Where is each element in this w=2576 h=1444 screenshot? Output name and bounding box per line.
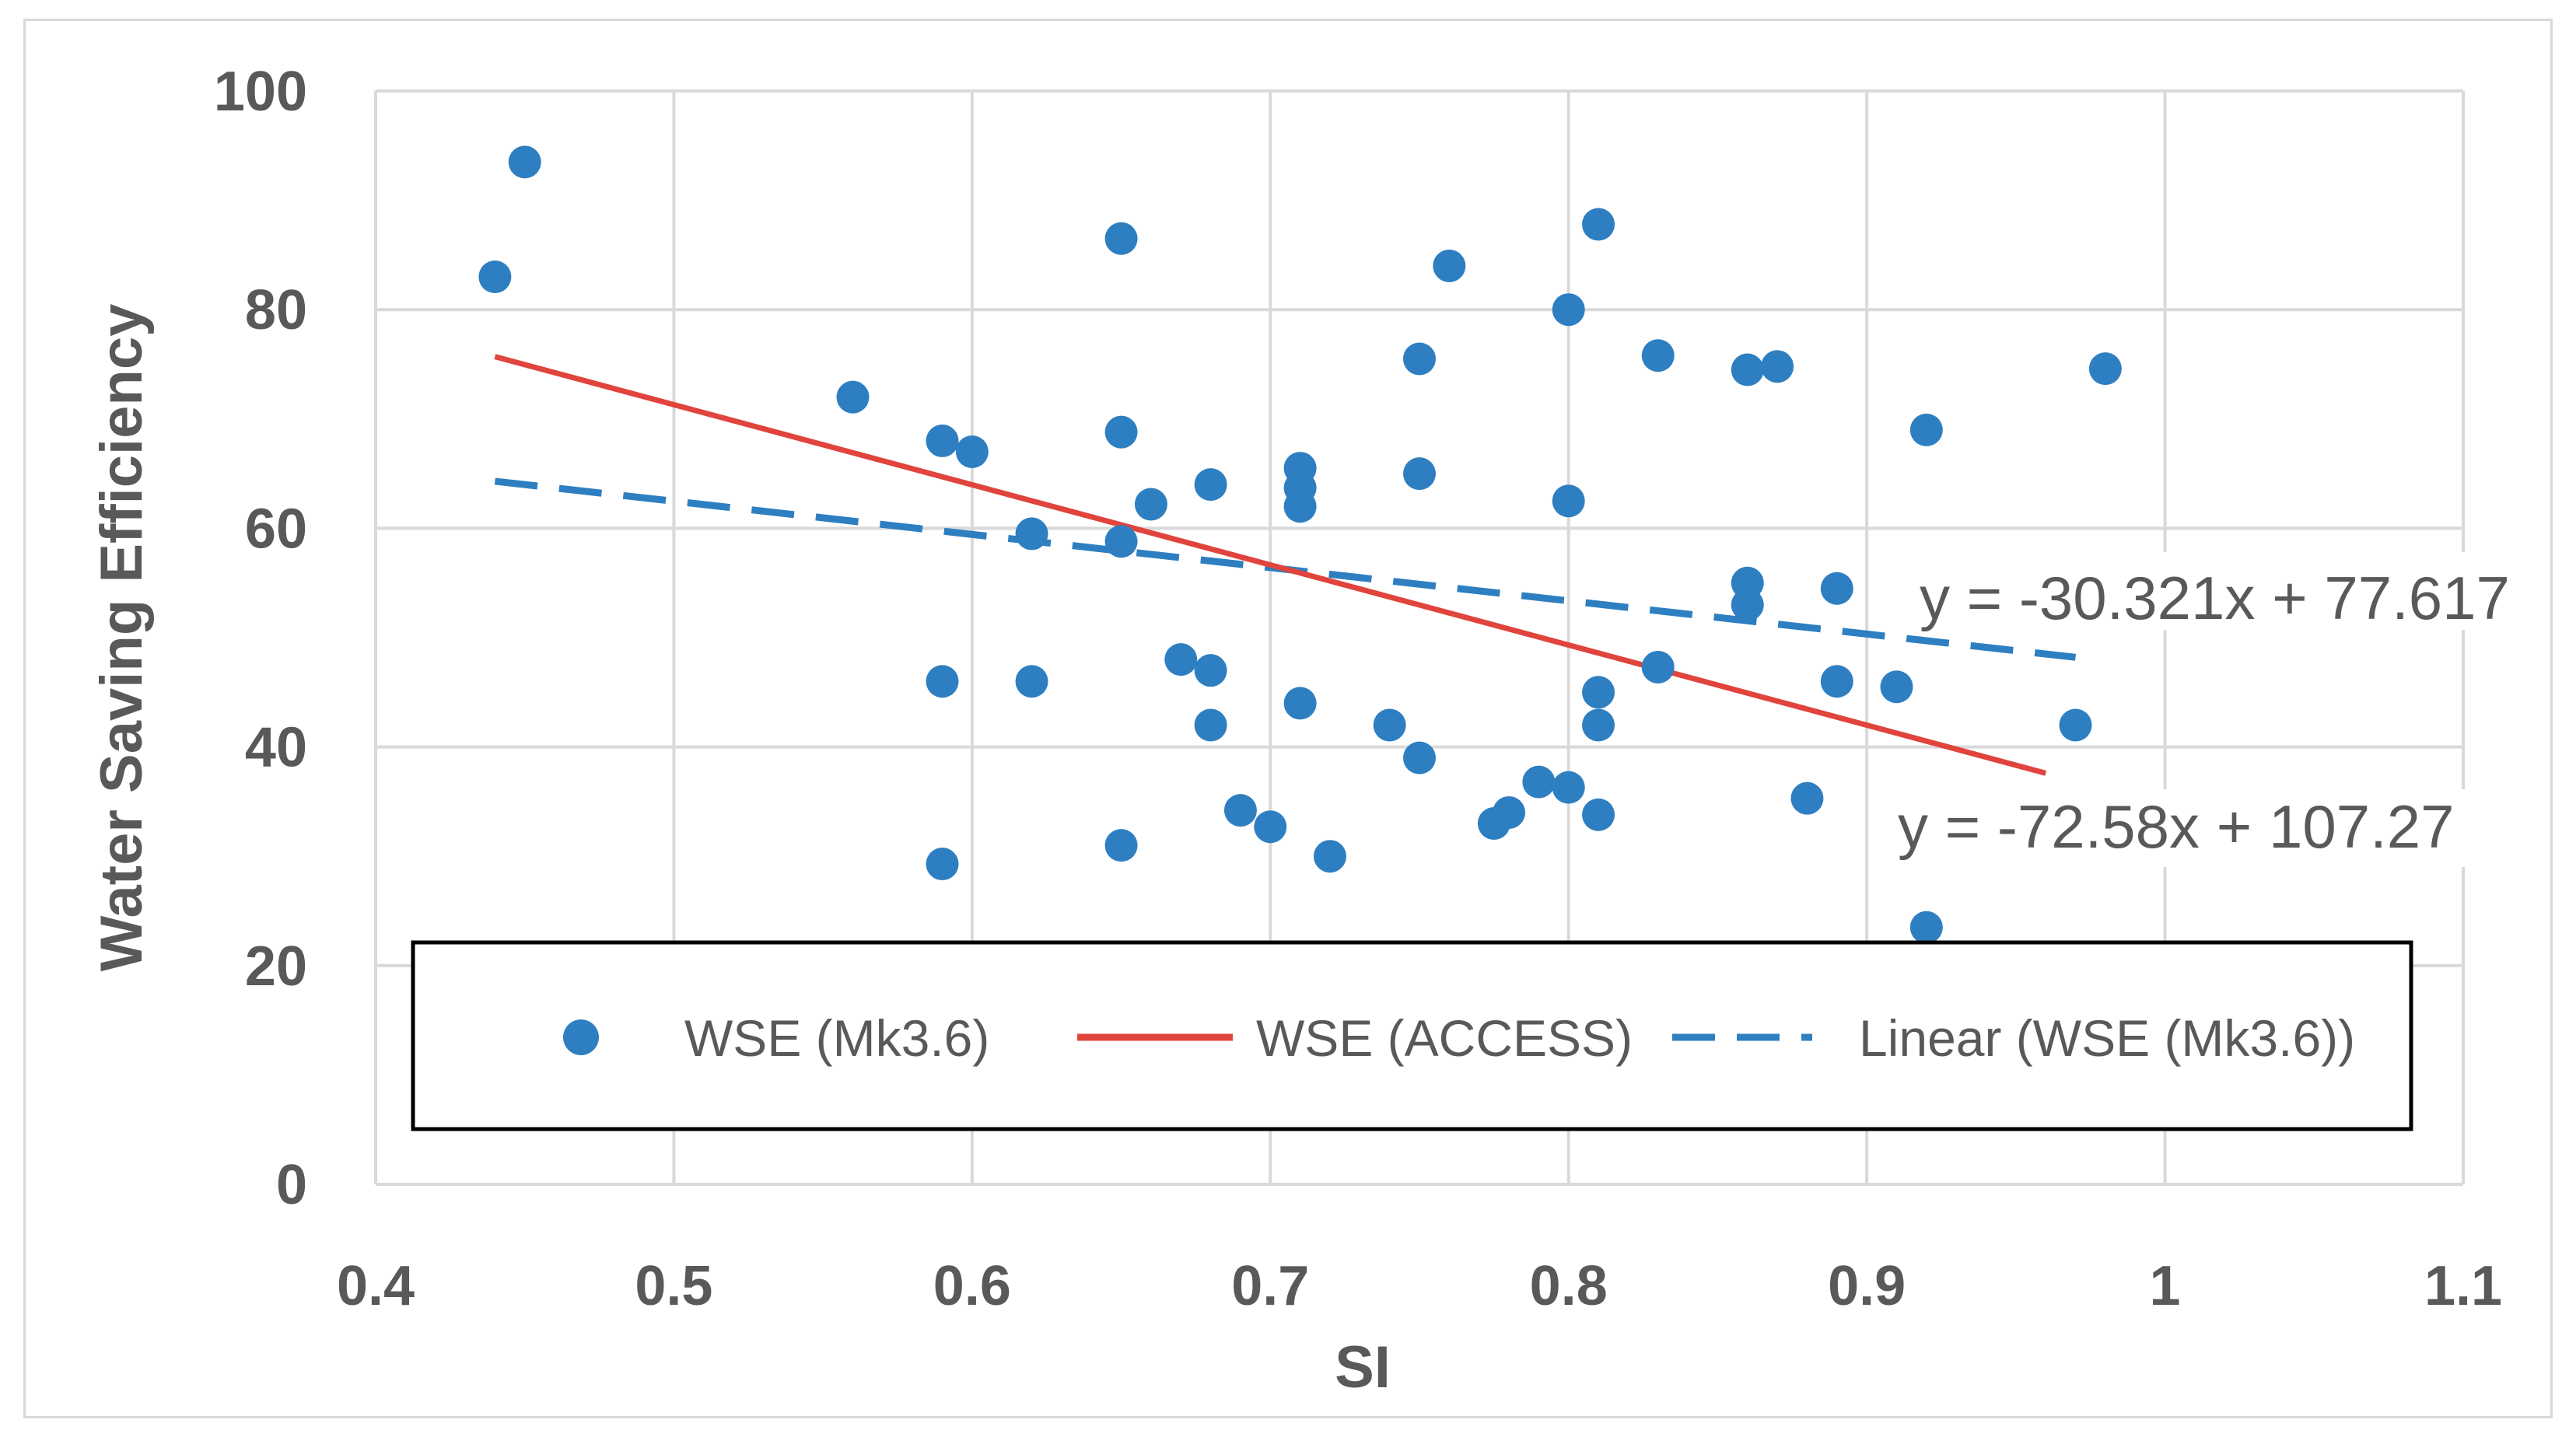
data-point <box>955 435 989 468</box>
data-point <box>1641 650 1675 684</box>
data-point <box>1909 413 1943 446</box>
data-point <box>1104 222 1138 255</box>
data-point <box>1820 665 1853 698</box>
data-point <box>1582 208 1615 241</box>
data-point <box>1761 350 1794 383</box>
data-point <box>1403 741 1436 774</box>
legend-box <box>411 940 2413 1131</box>
data-point <box>1582 676 1615 709</box>
legend: WSE (Mk3.6) WSE (ACCESS) Linear (WSE (Mk… <box>411 940 2413 1131</box>
data-point <box>1641 339 1675 372</box>
data-point <box>1104 525 1138 558</box>
x-tick-label: 0.8 <box>1530 1255 1608 1317</box>
x-tick-label: 0.5 <box>635 1255 712 1317</box>
data-point <box>926 665 959 698</box>
legend-label-linear: Linear (WSE (Mk3.6)) <box>1859 1009 2355 1067</box>
data-point <box>1403 342 1436 376</box>
data-point <box>478 260 512 294</box>
data-point <box>1493 795 1526 829</box>
data-point <box>1403 457 1436 491</box>
y-tick-label: 100 <box>214 61 307 123</box>
x-tick-label: 0.9 <box>1828 1255 1906 1317</box>
y-tick-label: 60 <box>245 498 307 560</box>
data-point <box>1552 484 1585 518</box>
legend-label-mk36: WSE (Mk3.6) <box>684 1009 989 1067</box>
eq1-background <box>1898 552 2520 630</box>
trendlines <box>494 354 2077 776</box>
data-point <box>2059 708 2092 742</box>
y-tick-label: 20 <box>245 935 307 998</box>
line-access <box>494 354 2047 776</box>
data-point <box>1731 353 1764 386</box>
data-point <box>1283 687 1317 720</box>
equation-access: y = -72.58x + 107.27 <box>1898 792 2455 861</box>
data-point <box>1790 781 1824 815</box>
data-points <box>478 145 2122 944</box>
data-point <box>926 424 959 457</box>
x-tick-label: 0.6 <box>933 1255 1011 1317</box>
data-point <box>1909 911 1943 944</box>
data-point <box>1820 572 1853 605</box>
data-point <box>1582 708 1615 742</box>
x-tick-label: 1.1 <box>2424 1255 2502 1317</box>
y-axis-title: Water Saving Efficiency <box>89 304 155 972</box>
data-point <box>508 145 541 179</box>
data-point <box>926 848 959 881</box>
data-point <box>1194 654 1227 687</box>
legend-label-access: WSE (ACCESS) <box>1256 1009 1633 1067</box>
x-tick-label: 0.4 <box>337 1255 415 1317</box>
y-tick-label: 80 <box>245 279 307 341</box>
x-tick-label: 1 <box>2150 1255 2181 1317</box>
data-point <box>1134 488 1167 521</box>
data-point <box>1015 517 1048 551</box>
legend-marker-scatter <box>563 1019 599 1055</box>
data-point <box>1313 840 1346 873</box>
data-point <box>1880 670 1913 704</box>
y-tick-label: 40 <box>245 717 307 779</box>
axis-ticks: 0.4 0.5 0.6 0.7 0.8 0.9 1 1.1 0 20 40 60 80 100 <box>214 61 2502 1317</box>
eq2-background <box>1882 789 2504 867</box>
data-point <box>1522 765 1556 799</box>
data-point <box>1164 643 1198 677</box>
data-point <box>1433 249 1466 282</box>
data-point <box>836 380 870 414</box>
data-point <box>1552 771 1585 804</box>
data-point <box>1283 490 1317 523</box>
data-point <box>1104 415 1138 449</box>
data-point <box>1194 708 1227 742</box>
data-point <box>1015 665 1048 698</box>
data-point <box>1223 794 1257 827</box>
data-point <box>1373 708 1406 742</box>
data-point <box>2088 352 2122 386</box>
data-point <box>1552 293 1585 327</box>
data-point <box>1104 829 1138 862</box>
equation-mk36: y = -30.321x + 77.617 <box>1920 564 2510 632</box>
x-axis-title: SI <box>1335 1334 1391 1400</box>
data-point <box>1254 810 1287 844</box>
y-tick-label: 0 <box>276 1154 307 1216</box>
chart-frame <box>23 19 2553 1418</box>
x-tick-label: 0.7 <box>1231 1255 1309 1317</box>
data-point <box>1582 798 1615 831</box>
data-point <box>1194 468 1227 502</box>
data-point <box>1731 588 1764 621</box>
